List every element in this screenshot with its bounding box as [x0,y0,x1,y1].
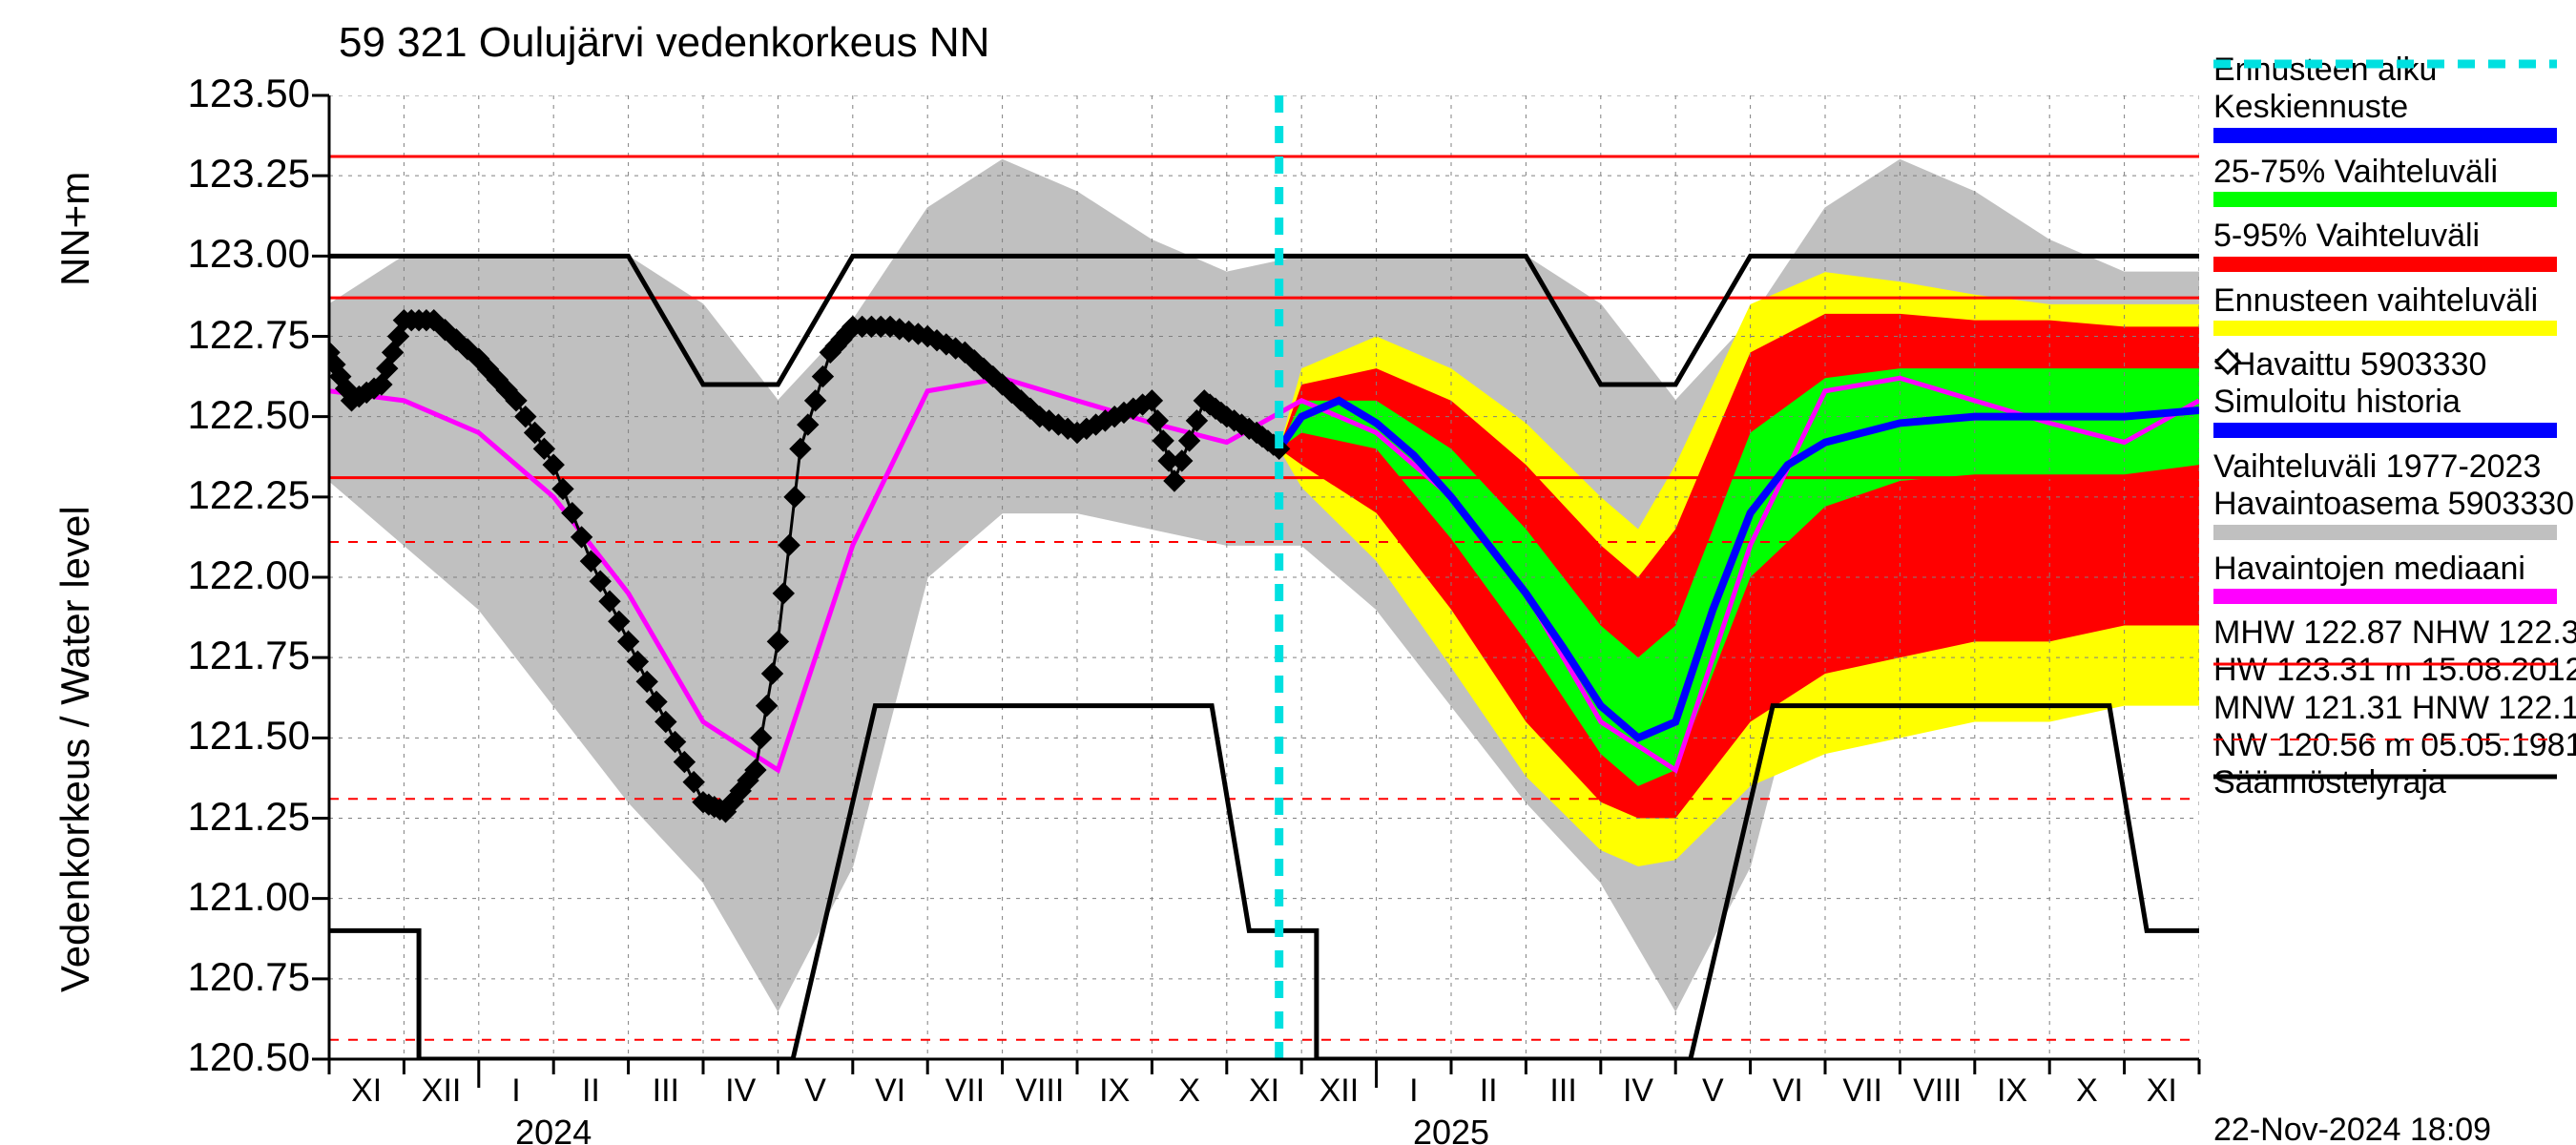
legend-entry: HW 123.31 m 15.08.2012 [2213,653,2576,688]
legend-entry: MNW 121.31 HNW 122.11 [2213,691,2576,726]
legend-entry: Havaintojen mediaani [2213,552,2576,604]
x-tick-label: V [804,1072,826,1110]
x-tick-label: XI [2147,1072,2177,1110]
x-tick-label: XI [1249,1072,1279,1110]
legend-entry: Havaintoasema 5903330 [2213,487,2576,539]
x-tick-label: III [653,1072,679,1110]
legend-label: Havaintoasema 5903330 [2213,487,2576,522]
x-tick-label: X [1178,1072,1200,1110]
y-tick-label: 122.00 [162,552,310,598]
x-year-label: 2024 [515,1113,592,1145]
legend-entry: =Havaittu 5903330 [2213,347,2576,383]
x-tick-label: XII [422,1072,462,1110]
x-tick-label: III [1549,1072,1576,1110]
chart-container: 59 321 Oulujärvi vedenkorkeus NN Vedenko… [0,0,2576,1145]
legend-line [2213,767,2557,786]
x-tick-label: II [582,1072,600,1110]
legend-entry: 5-95% Vaihteluväli [2213,219,2576,271]
x-tick-label: VII [945,1072,986,1110]
legend: Ennusteen alkuKeskiennuste 25-75% Vaihtel… [2213,52,2576,803]
legend-entry: MHW 122.87 NHW 122.31 [2213,615,2576,651]
legend-label: MNW 121.31 HNW 122.11 [2213,691,2576,726]
footer-timestamp: 22-Nov-2024 18:09 WSFS-O [2213,1112,2576,1145]
x-tick-label: VIII [1015,1072,1064,1110]
legend-line [2213,54,2557,73]
legend-swatch [2213,589,2557,604]
x-tick-label: X [2076,1072,2098,1110]
y-tick-label: 120.50 [162,1034,310,1080]
legend-swatch [2213,423,2557,438]
y-tick-label: 123.00 [162,231,310,277]
x-tick-label: VI [875,1072,905,1110]
y-tick-label: 121.00 [162,874,310,920]
x-tick-label: XII [1319,1072,1360,1110]
legend-line [2213,730,2557,749]
diamond-icon [2213,347,2242,376]
legend-label: 25-75% Vaihteluväli [2213,155,2576,190]
legend-entry: Säännöstelyraja [2213,765,2576,801]
x-tick-label: IV [1623,1072,1653,1110]
legend-label: Ennusteen vaihteluväli [2213,283,2576,319]
legend-swatch [2213,192,2557,207]
y-tick-label: 123.50 [162,71,310,116]
legend-label: MHW 122.87 NHW 122.31 [2213,615,2576,651]
legend-swatch [2213,257,2557,272]
y-tick-label: 120.75 [162,954,310,1000]
legend-entry: 25-75% Vaihteluväli [2213,155,2576,207]
x-tick-label: I [511,1072,520,1110]
legend-entry: Vaihteluväli 1977-2023 [2213,449,2576,485]
x-tick-label: II [1480,1072,1498,1110]
legend-line [2213,655,2557,674]
legend-entry: Simuloitu historia [2213,385,2576,437]
legend-label: Keskiennuste [2213,90,2576,125]
x-tick-label: VII [1842,1072,1882,1110]
y-tick-label: 121.50 [162,713,310,759]
y-tick-label: 123.25 [162,151,310,197]
x-tick-label: XI [351,1072,382,1110]
legend-label: 5-95% Vaihteluväli [2213,219,2576,254]
legend-entry: Ennusteen vaihteluväli [2213,283,2576,336]
x-tick-label: IV [725,1072,756,1110]
y-tick-label: 121.75 [162,633,310,678]
legend-label: =Havaittu 5903330 [2213,347,2576,383]
y-tick-label: 122.25 [162,472,310,518]
x-year-label: 2025 [1413,1113,1489,1145]
y-tick-label: 122.75 [162,312,310,358]
x-tick-label: IX [1099,1072,1130,1110]
y-tick-label: 122.50 [162,392,310,438]
x-tick-label: VI [1773,1072,1803,1110]
legend-entry: Ennusteen alku [2213,52,2576,88]
x-tick-label: I [1409,1072,1418,1110]
plot-area [0,0,2576,1145]
legend-swatch [2213,128,2557,143]
x-tick-label: IX [1997,1072,2027,1110]
legend-entry: Keskiennuste [2213,90,2576,142]
legend-label: Simuloitu historia [2213,385,2576,420]
legend-entry: NW 120.56 m 05.05.1981 [2213,728,2576,763]
legend-label: Havaintojen mediaani [2213,552,2576,587]
legend-swatch [2213,321,2557,336]
x-tick-label: V [1702,1072,1724,1110]
x-tick-label: VIII [1913,1072,1962,1110]
legend-label: Vaihteluväli 1977-2023 [2213,449,2576,485]
y-tick-label: 121.25 [162,794,310,840]
legend-swatch [2213,525,2557,540]
